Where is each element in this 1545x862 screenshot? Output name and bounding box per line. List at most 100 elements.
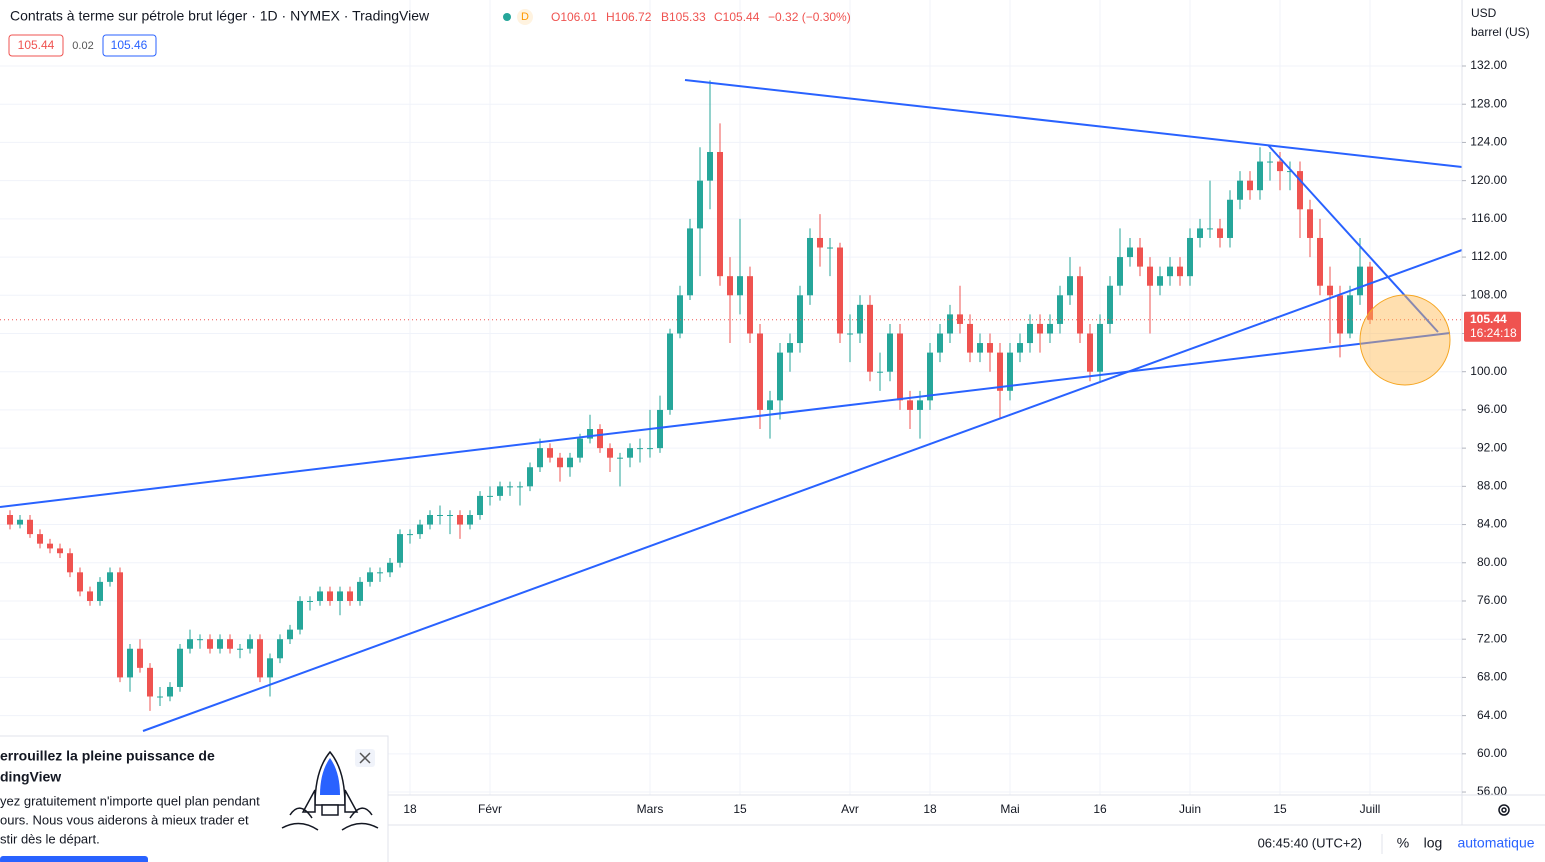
candle-body xyxy=(907,400,913,410)
x-tick-label: 18 xyxy=(403,802,417,816)
x-tick-label: Avr xyxy=(841,802,859,816)
candle-body xyxy=(677,295,683,334)
candle-body xyxy=(827,247,833,249)
candle-body xyxy=(1147,266,1153,286)
candle-body xyxy=(207,639,213,649)
candle-body xyxy=(177,648,183,687)
candle-body xyxy=(297,600,303,630)
percent-button[interactable]: % xyxy=(1397,835,1409,851)
ohlc-high: H106.72 xyxy=(606,10,652,24)
candle-body xyxy=(897,333,903,401)
candle-body xyxy=(617,457,623,459)
candle-body xyxy=(7,515,13,525)
auto-button[interactable]: automatique xyxy=(1457,835,1534,851)
bid-box[interactable] xyxy=(8,34,64,57)
trend-lines xyxy=(0,79,1463,732)
currency-selector[interactable]: USD xyxy=(1471,6,1497,20)
popup-button[interactable] xyxy=(0,856,148,862)
x-tick-label: 15 xyxy=(733,802,747,816)
candle-body xyxy=(477,495,483,516)
candle-body xyxy=(1317,237,1323,286)
popup-title: errouillez la pleine puissance de xyxy=(0,748,215,764)
ohlc-low: B105.33 xyxy=(661,10,706,24)
candle-body xyxy=(167,686,173,697)
candle-body xyxy=(87,591,93,601)
candle-body xyxy=(107,572,113,582)
candle-body xyxy=(1297,171,1303,210)
y-tick-label: 120.00 xyxy=(1470,173,1507,187)
candle-body xyxy=(1197,228,1203,238)
candle-body xyxy=(137,648,143,668)
log-button[interactable]: log xyxy=(1424,835,1443,851)
candle-body xyxy=(587,429,593,439)
candle-body xyxy=(997,352,1003,391)
candle-body xyxy=(67,553,73,573)
y-tick-label: 100.00 xyxy=(1470,364,1507,378)
clock: 06:45:40 (UTC+2) xyxy=(1258,835,1362,850)
candle-body xyxy=(1117,257,1123,286)
candle-body xyxy=(847,333,853,335)
candle-body xyxy=(857,304,863,334)
ask-box[interactable] xyxy=(102,34,157,57)
candle-body xyxy=(497,486,503,496)
y-tick-label: 116.00 xyxy=(1471,211,1507,225)
candle-body xyxy=(987,343,993,353)
candle-body xyxy=(1207,228,1213,230)
candle-body xyxy=(787,343,793,353)
delay-label: D xyxy=(521,11,529,23)
x-tick-label: Juin xyxy=(1179,802,1201,816)
candle-body xyxy=(1267,161,1273,163)
last-price-label: 105.44 xyxy=(1470,312,1507,326)
candle-body xyxy=(1017,343,1023,353)
y-tick-label: 88.00 xyxy=(1477,479,1507,493)
candle-body xyxy=(57,548,63,554)
candle-body xyxy=(1007,352,1013,391)
ohlc-change: −0.32 (−0.30%) xyxy=(768,10,851,24)
candle-body xyxy=(317,591,323,601)
candle-body xyxy=(947,314,953,334)
candle-body xyxy=(687,228,693,296)
candle-body xyxy=(1307,209,1313,238)
chart-title: Contrats à terme sur pétrole brut léger … xyxy=(10,8,430,24)
y-tick-label: 56.00 xyxy=(1477,784,1507,798)
candle-body xyxy=(537,448,543,468)
candle-body xyxy=(667,333,673,410)
candle-body xyxy=(517,486,523,488)
x-tick-label: 16 xyxy=(1093,802,1107,816)
candle-body xyxy=(407,534,413,536)
unit-selector[interactable]: barrel (US) xyxy=(1471,25,1530,39)
rocket-icon xyxy=(281,750,379,831)
candle-body xyxy=(1367,266,1373,320)
candle-body xyxy=(697,180,703,229)
candle-body xyxy=(437,515,443,517)
candle-body xyxy=(977,343,983,353)
candle-body xyxy=(337,591,343,601)
candle-body xyxy=(1127,247,1133,258)
candle-body xyxy=(727,276,733,296)
trend-line xyxy=(142,249,1463,732)
y-tick-label: 92.00 xyxy=(1477,440,1507,454)
popup-close[interactable] xyxy=(355,749,375,767)
candle-body xyxy=(747,276,753,334)
candle-body xyxy=(1037,323,1043,334)
candle-body xyxy=(1247,180,1253,191)
candle-body xyxy=(1357,266,1363,296)
candle-body xyxy=(127,648,133,678)
candle-body xyxy=(1257,161,1263,191)
candle-body xyxy=(457,515,463,525)
candle-body xyxy=(1237,180,1243,200)
candle-body xyxy=(807,237,813,296)
y-tick-label: 76.00 xyxy=(1477,593,1507,607)
candle-body xyxy=(247,639,253,649)
candle-body xyxy=(877,371,883,373)
candle-body xyxy=(1327,285,1333,296)
candle-body xyxy=(357,581,363,601)
settings-icon[interactable] xyxy=(1498,804,1510,816)
candle-body xyxy=(1077,276,1083,334)
candle-body xyxy=(187,639,193,649)
candle-body xyxy=(507,486,513,488)
candle-body xyxy=(397,534,403,563)
x-tick-label: 18 xyxy=(923,802,937,816)
candle-body xyxy=(917,400,923,410)
candle-body xyxy=(417,524,423,535)
